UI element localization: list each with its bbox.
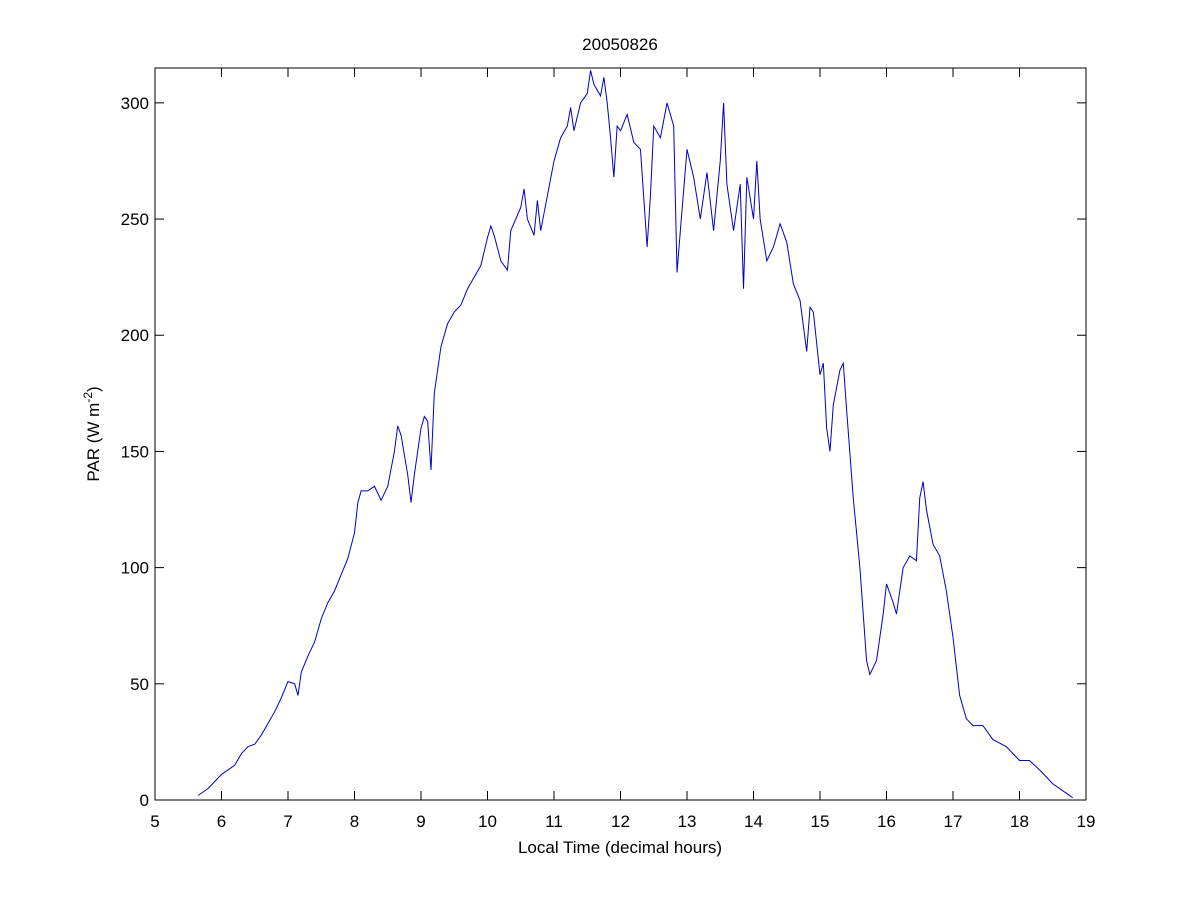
y-tick-label: 300 <box>121 94 149 113</box>
x-tick-label: 16 <box>877 812 896 831</box>
x-axis-label: Local Time (decimal hours) <box>518 838 722 857</box>
x-tick-label: 13 <box>678 812 697 831</box>
y-tick-label: 100 <box>121 559 149 578</box>
x-tick-label: 14 <box>744 812 763 831</box>
x-tick-label: 12 <box>611 812 630 831</box>
y-tick-label: 50 <box>130 675 149 694</box>
y-axis-label: PAR (W m-2) <box>81 386 103 481</box>
y-label-main: PAR (W m <box>84 403 103 482</box>
y-label-end: ) <box>84 386 103 392</box>
x-tick-label: 11 <box>545 812 563 831</box>
x-tick-label: 7 <box>283 812 292 831</box>
x-tick-label: 6 <box>217 812 226 831</box>
plot-frame <box>154 67 1087 801</box>
y-tick-label: 150 <box>121 442 149 461</box>
y-tick-label: 200 <box>121 326 149 345</box>
x-tick-label: 19 <box>1077 812 1096 831</box>
x-tick-label: 17 <box>944 812 963 831</box>
x-tick-label: 8 <box>350 812 359 831</box>
y-tick-label: 0 <box>140 791 149 810</box>
x-tick-label: 10 <box>478 812 497 831</box>
x-tick-label: 9 <box>416 812 425 831</box>
x-tick-label: 5 <box>150 812 159 831</box>
x-tick-label: 18 <box>1010 812 1029 831</box>
y-label-sup: -2 <box>81 392 95 403</box>
x-tick-label: 15 <box>811 812 830 831</box>
data-line <box>197 70 1073 799</box>
chart-title: 20050826 <box>582 35 658 54</box>
y-tick-label: 250 <box>121 210 149 229</box>
